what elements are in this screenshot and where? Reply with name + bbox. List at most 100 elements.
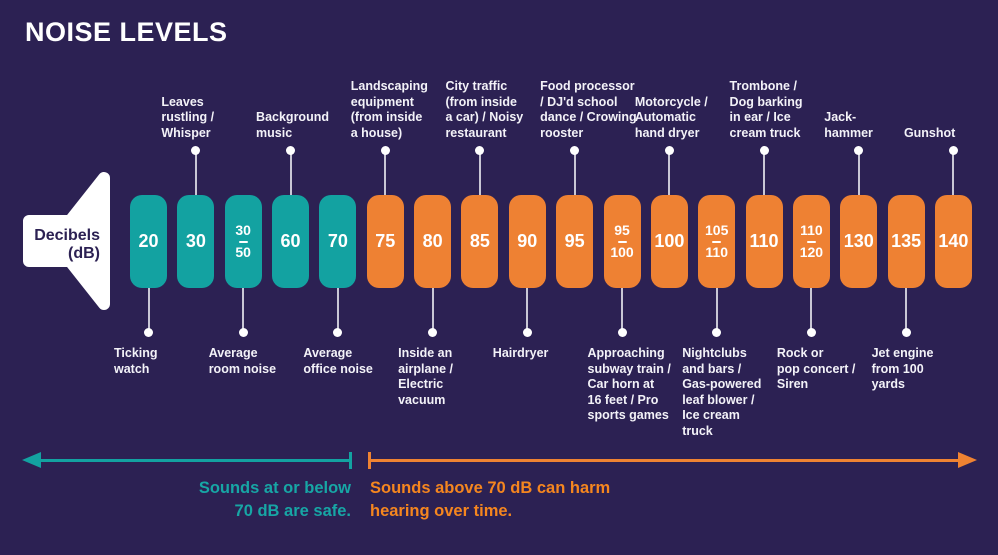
db-value: 70 xyxy=(327,231,348,251)
connector-line xyxy=(573,152,576,195)
db-bar: 30 50 xyxy=(224,195,262,288)
megaphone-icon xyxy=(23,172,110,310)
db-column-30-50: 30 50 Average room noise xyxy=(209,0,276,555)
label-below: Approaching subway train / Car horn at 1… xyxy=(587,346,671,422)
db-value: 80 xyxy=(422,231,443,251)
connector-dot xyxy=(428,328,438,337)
label-below: Hairdryer xyxy=(492,346,549,360)
connector-dot xyxy=(712,328,722,337)
connector-line xyxy=(194,152,197,195)
connector-line xyxy=(336,288,339,330)
db-value: 110 xyxy=(705,244,728,260)
db-column-110-120: 110 120 Rock or pop concert / Siren xyxy=(777,0,855,555)
db-value: 140 xyxy=(938,231,969,251)
db-column-80: 80 Inside an airplane / Electric vacuum xyxy=(398,0,453,555)
connector-dot xyxy=(664,146,674,155)
label-below: Ticking watch xyxy=(114,346,158,376)
db-bar: 140 xyxy=(934,195,972,288)
db-value: 50 xyxy=(235,244,251,260)
db-bar: 105 110 xyxy=(698,195,736,288)
connector-dot xyxy=(144,328,153,337)
db-column-70: 70 Average office noise xyxy=(303,0,373,555)
connector-line xyxy=(952,152,955,195)
connector-dot xyxy=(617,328,627,337)
db-column-110: 110 Trombone / Dog barking in ear / Ice c… xyxy=(730,0,802,555)
connector-line xyxy=(857,152,860,195)
db-column-20: 20 Ticking watch xyxy=(114,0,167,555)
label-below: Inside an airplane / Electric vacuum xyxy=(398,346,453,407)
connector-line xyxy=(715,288,718,330)
connector-dot xyxy=(948,146,958,155)
safe-arrow-endcap xyxy=(349,452,352,469)
label-below: Nightclubs and bars / Gas-powered leaf b… xyxy=(682,346,762,438)
db-bar: 110 120 xyxy=(792,195,830,288)
connector-line xyxy=(763,152,766,195)
db-value: 90 xyxy=(517,231,538,251)
db-column-135: 135 Jet engine from 100 yards xyxy=(872,0,933,555)
safe-arrowhead-icon xyxy=(22,452,41,468)
range-dash xyxy=(712,240,722,243)
db-column-85: 85 City traffic (from inside a car) / Noi… xyxy=(445,0,523,555)
db-column-90: 90 Hairdryer xyxy=(493,0,548,555)
db-value: 30 xyxy=(185,231,206,251)
db-bar: 85 xyxy=(461,195,499,288)
db-value: 100 xyxy=(654,231,685,251)
connector-line xyxy=(289,152,292,195)
connector-dot xyxy=(380,146,390,155)
db-column-140: 140 Gunshot xyxy=(904,0,972,555)
connector-dot xyxy=(806,328,816,337)
db-bar: 100 xyxy=(650,195,688,288)
label-above: Landscaping equipment (from inside a hou… xyxy=(350,79,428,140)
db-value: 60 xyxy=(280,231,301,251)
db-bar: 90 xyxy=(508,195,546,288)
db-bar: 20 xyxy=(130,195,167,288)
label-below: Jet engine from 100 yards xyxy=(871,346,934,391)
connector-dot xyxy=(238,328,248,337)
db-value: 100 xyxy=(610,244,634,260)
db-bar: 110 xyxy=(745,195,783,288)
db-column-130: 130 Jack- hammer xyxy=(824,0,878,555)
connector-dot xyxy=(522,328,532,337)
db-column-95-100: 95 100 Approaching subway train / Car horn… xyxy=(588,0,671,555)
connector-line xyxy=(478,152,481,195)
range-dash xyxy=(617,240,627,243)
db-value: 95 xyxy=(564,231,585,251)
db-value: 85 xyxy=(469,231,490,251)
connector-line xyxy=(905,288,908,330)
connector-dot xyxy=(759,146,769,155)
label-above: Trombone / Dog barking in ear / Ice crea… xyxy=(729,79,803,140)
connector-dot xyxy=(901,328,911,337)
range-dash xyxy=(806,240,816,243)
db-bar: 95 xyxy=(556,195,594,288)
harm-arrow-endcap xyxy=(368,452,371,469)
connector-dot xyxy=(333,328,343,337)
connector-line xyxy=(810,288,813,330)
decibel-speaker: Decibels (dB) xyxy=(18,166,118,316)
connector-dot xyxy=(854,146,864,155)
connector-dot xyxy=(475,146,485,155)
connector-line xyxy=(526,288,529,330)
db-column-100: 100 Motorcycle / Automatic hand dryer xyxy=(635,0,708,555)
db-column-105-110: 105 110 Nightclubs and bars / Gas-powered … xyxy=(682,0,761,555)
label-above: Gunshot xyxy=(903,125,956,140)
db-bar: 30 xyxy=(177,195,215,288)
safe-arrow-line xyxy=(40,459,351,462)
db-value: 110 xyxy=(749,231,779,251)
label-above: Leaves rustling / Whisper xyxy=(161,94,215,140)
page-title: NOISE LEVELS xyxy=(25,17,228,47)
db-value: 120 xyxy=(799,244,824,260)
label-below: Average office noise xyxy=(303,346,373,376)
label-below: Average room noise xyxy=(208,346,277,376)
connector-line xyxy=(668,152,671,195)
decibels-label: Decibels (dB) xyxy=(34,227,100,262)
connector-line xyxy=(621,288,623,330)
db-bar: 60 xyxy=(272,195,310,288)
label-above: Background music xyxy=(256,110,329,140)
label-above: City traffic (from inside a car) / Noisy… xyxy=(445,79,524,140)
db-value: 105 xyxy=(705,222,729,238)
db-column-60: 60 Background music xyxy=(256,0,329,555)
db-column-30: 30 Leaves rustling / Whisper xyxy=(161,0,215,555)
db-bar: 135 xyxy=(887,195,925,288)
